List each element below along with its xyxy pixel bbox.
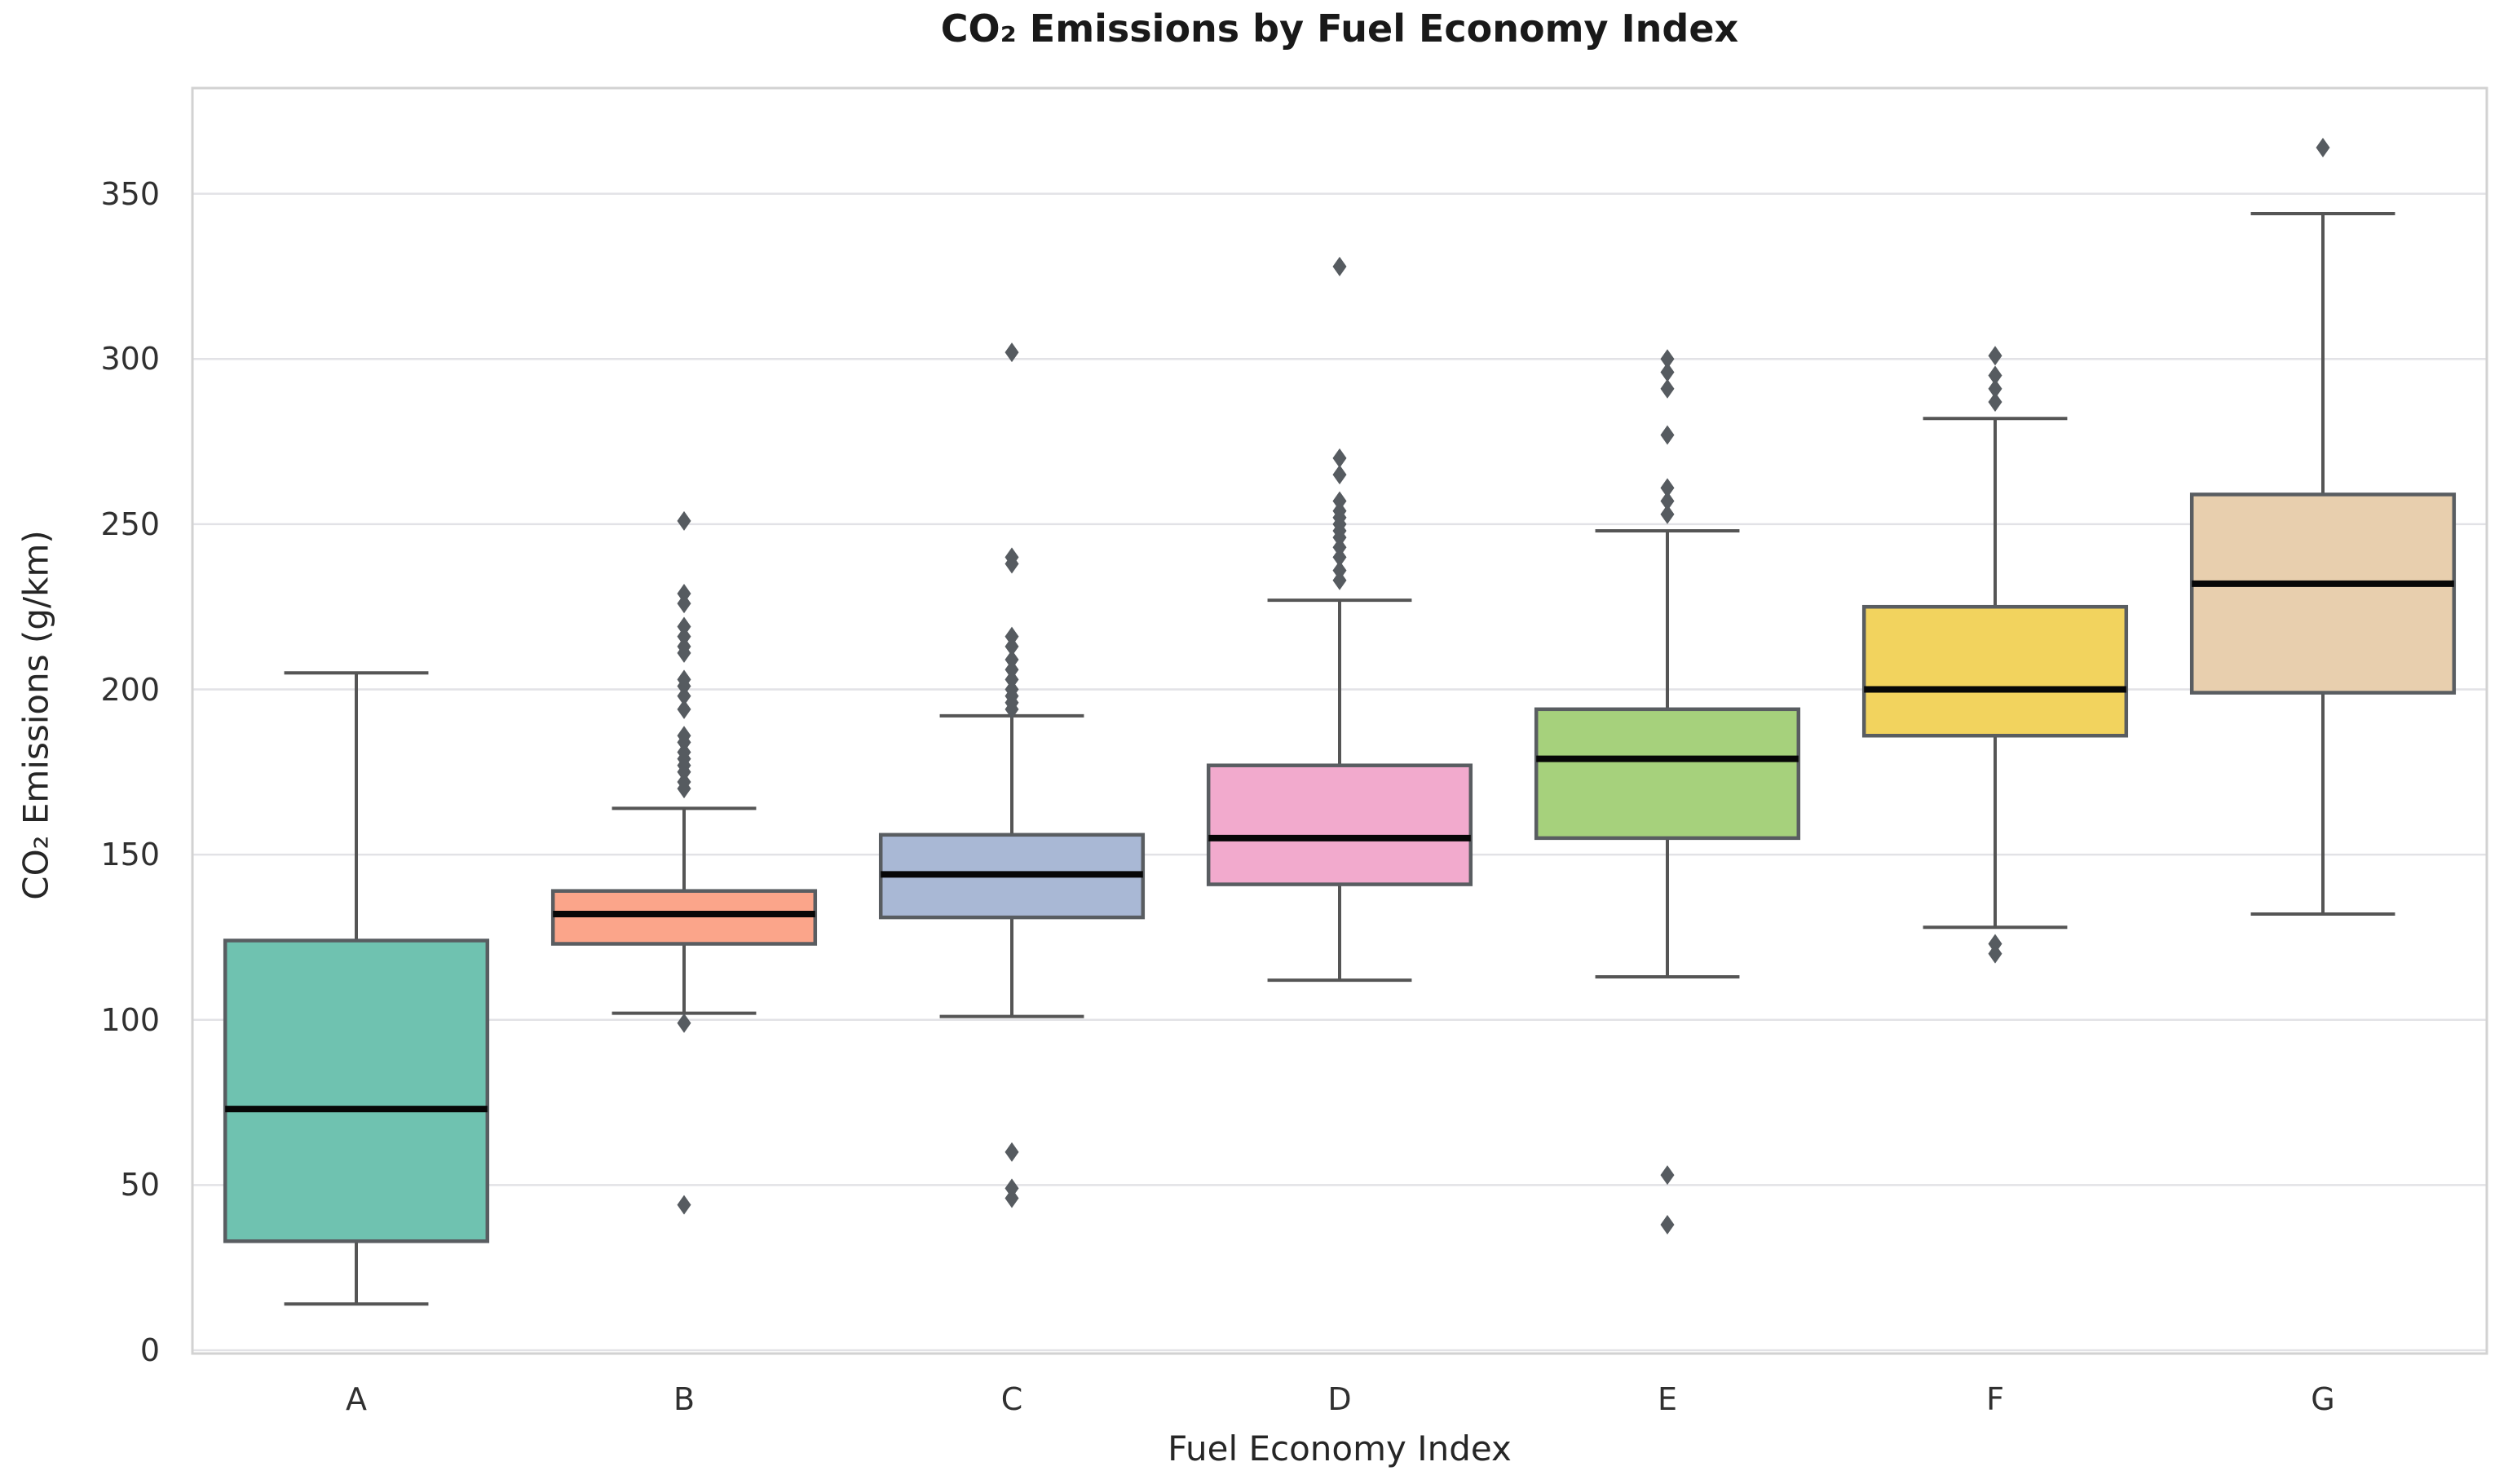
x-tick-label-f: F xyxy=(1986,1381,2004,1417)
outlier-b-16 xyxy=(677,626,691,647)
x-tick-label-a: A xyxy=(346,1381,367,1417)
outlier-e-7 xyxy=(1660,362,1675,382)
outlier-b-13 xyxy=(677,669,691,690)
outlier-b-10 xyxy=(677,699,691,719)
x-tick-label-g: G xyxy=(2311,1381,2335,1417)
outlier-b-1 xyxy=(677,1013,691,1033)
outlier-e-0 xyxy=(1660,1214,1675,1234)
outlier-c-11 xyxy=(1005,626,1019,647)
box-f xyxy=(1861,604,2129,738)
x-tick-label-d: D xyxy=(1327,1381,1352,1417)
outlier-c-0 xyxy=(1005,1188,1019,1208)
y-tick-label-350: 350 xyxy=(100,175,160,212)
outlier-b-9 xyxy=(677,726,691,746)
chart-title: CO₂ Emissions by Fuel Economy Index xyxy=(940,7,1739,51)
y-tick-label-150: 150 xyxy=(100,837,160,873)
outlier-c-13 xyxy=(1005,547,1019,568)
outlier-c-14 xyxy=(1005,342,1019,363)
outlier-c-10 xyxy=(1005,636,1019,656)
y-tick-label-0: 0 xyxy=(139,1332,160,1368)
x-tick-label-c: C xyxy=(1000,1381,1023,1417)
outlier-e-6 xyxy=(1660,378,1675,399)
box-b xyxy=(550,889,818,946)
outlier-e-4 xyxy=(1660,478,1675,498)
outlier-d-10 xyxy=(1332,465,1347,485)
outlier-b-15 xyxy=(677,636,691,656)
outlier-c-2 xyxy=(1005,1142,1019,1162)
outlier-c-6 xyxy=(1005,679,1019,700)
outlier-f-3 xyxy=(1988,378,2002,399)
y-tick-label-250: 250 xyxy=(100,506,160,542)
outlier-d-1 xyxy=(1332,560,1347,581)
y-tick-label-100: 100 xyxy=(100,1001,160,1038)
box-d xyxy=(1206,763,1473,886)
outlier-e-8 xyxy=(1660,349,1675,369)
outlier-d-11 xyxy=(1332,448,1347,468)
x-tick-label-b: B xyxy=(673,1381,695,1417)
outlier-d-12 xyxy=(1332,256,1347,276)
outlier-g-0 xyxy=(2316,137,2330,157)
y-tick-label-300: 300 xyxy=(100,341,160,378)
outlier-d-3 xyxy=(1332,537,1347,558)
outlier-e-5 xyxy=(1660,425,1675,445)
outlier-d-2 xyxy=(1332,547,1347,568)
x-tick-label-e: E xyxy=(1657,1381,1677,1417)
outlier-b-20 xyxy=(677,510,691,531)
outlier-b-3 xyxy=(677,771,691,792)
y-tick-label-50: 50 xyxy=(120,1167,160,1204)
outlier-d-8 xyxy=(1332,501,1347,521)
outlier-f-0 xyxy=(1988,943,2002,964)
outlier-f-2 xyxy=(1988,391,2002,412)
outlier-f-1 xyxy=(1988,934,2002,954)
box-a xyxy=(223,939,490,1243)
outlier-b-19 xyxy=(677,583,691,603)
outlier-e-2 xyxy=(1660,504,1675,524)
outlier-f-4 xyxy=(1988,365,2002,386)
outlier-c-8 xyxy=(1005,660,1019,680)
outlier-b-11 xyxy=(677,686,691,706)
outlier-b-0 xyxy=(677,1195,691,1215)
outlier-b-7 xyxy=(677,742,691,762)
outlier-d-0 xyxy=(1332,570,1347,590)
x-axis-label: Fuel Economy Index xyxy=(1168,1429,1512,1469)
outlier-b-18 xyxy=(677,594,691,614)
outlier-c-9 xyxy=(1005,650,1019,670)
outlier-c-7 xyxy=(1005,669,1019,690)
outlier-e-3 xyxy=(1660,491,1675,511)
box-g xyxy=(2189,492,2457,695)
outlier-e-1 xyxy=(1660,1165,1675,1186)
box-e xyxy=(1534,707,1801,841)
outlier-c-1 xyxy=(1005,1178,1019,1199)
outlier-b-17 xyxy=(677,616,691,637)
outlier-d-9 xyxy=(1332,491,1347,511)
plot-border xyxy=(191,86,2488,1355)
y-tick-label-200: 200 xyxy=(100,671,160,708)
outlier-f-5 xyxy=(1988,346,2002,366)
